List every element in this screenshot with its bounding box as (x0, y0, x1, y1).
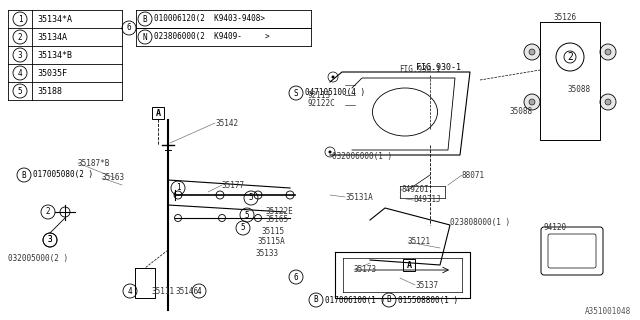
Circle shape (600, 44, 616, 60)
Text: 92122C: 92122C (307, 100, 335, 108)
Circle shape (332, 76, 335, 78)
Text: 1: 1 (176, 183, 180, 193)
Text: B: B (22, 171, 26, 180)
Text: B: B (314, 295, 318, 305)
Text: 35137: 35137 (415, 281, 438, 290)
Circle shape (600, 94, 616, 110)
Text: A: A (156, 108, 161, 117)
Circle shape (218, 214, 225, 221)
Text: 032005000(2 ): 032005000(2 ) (8, 253, 68, 262)
Text: 1: 1 (18, 14, 22, 23)
Text: 35126: 35126 (553, 13, 576, 22)
Text: FIG.930-1: FIG.930-1 (416, 63, 461, 73)
Text: 023808000(1 ): 023808000(1 ) (450, 218, 510, 227)
Bar (403, 259, 415, 271)
Text: 2: 2 (18, 33, 22, 42)
Text: 2: 2 (45, 207, 51, 217)
Text: 88071: 88071 (462, 171, 485, 180)
Text: 032006000(1 ): 032006000(1 ) (332, 153, 392, 162)
Text: 35146: 35146 (176, 287, 199, 297)
Text: 6: 6 (127, 23, 131, 33)
Text: 35133: 35133 (256, 249, 279, 258)
Circle shape (605, 99, 611, 105)
Text: 3: 3 (48, 236, 52, 244)
Circle shape (605, 49, 611, 55)
Text: 35165: 35165 (265, 215, 288, 225)
Text: 35121: 35121 (408, 237, 431, 246)
Circle shape (524, 94, 540, 110)
Text: 5: 5 (241, 223, 245, 233)
Text: 35177: 35177 (222, 180, 245, 189)
Circle shape (286, 191, 294, 199)
Text: 94120: 94120 (543, 223, 566, 233)
Text: 023806000(2  K9409-     >: 023806000(2 K9409- > (154, 33, 269, 42)
Circle shape (529, 99, 535, 105)
Circle shape (254, 191, 262, 199)
Circle shape (175, 214, 182, 221)
Text: 35163: 35163 (102, 173, 125, 182)
Text: 015508800(1 ): 015508800(1 ) (398, 295, 458, 305)
Text: 017006100(1 ): 017006100(1 ) (325, 295, 385, 305)
Circle shape (216, 191, 224, 199)
Text: A351001048: A351001048 (585, 308, 631, 316)
Text: 5: 5 (18, 86, 22, 95)
Text: 4: 4 (128, 286, 132, 295)
Text: 2: 2 (567, 52, 573, 62)
Text: 010006120(2  K9403-9408>: 010006120(2 K9403-9408> (154, 14, 265, 23)
Text: 5: 5 (244, 211, 250, 220)
Text: 35187*B: 35187*B (78, 158, 110, 167)
Text: 6: 6 (294, 273, 298, 282)
Circle shape (524, 44, 540, 60)
Text: B: B (143, 14, 147, 23)
Text: 017005080(2 ): 017005080(2 ) (33, 171, 93, 180)
Text: 35131A: 35131A (345, 193, 372, 202)
Bar (152, 107, 164, 119)
Text: 84931J: 84931J (413, 196, 441, 204)
Text: 35115: 35115 (261, 228, 284, 236)
Text: 35122E: 35122E (265, 206, 292, 215)
Text: A: A (406, 260, 412, 269)
Text: N: N (143, 33, 147, 42)
Text: 35173: 35173 (354, 266, 377, 275)
Text: 5: 5 (249, 194, 253, 203)
Text: 4: 4 (18, 68, 22, 77)
Text: 92113: 92113 (307, 91, 330, 100)
Circle shape (255, 214, 262, 221)
Text: 047105100(4 ): 047105100(4 ) (305, 89, 365, 98)
Circle shape (328, 150, 332, 154)
Text: 35134*A: 35134*A (37, 14, 72, 23)
Text: 4: 4 (196, 286, 202, 295)
Text: 3: 3 (48, 236, 52, 244)
Text: FIG.930-1: FIG.930-1 (399, 66, 440, 75)
Text: B: B (387, 295, 391, 305)
Text: 35088: 35088 (510, 108, 533, 116)
Circle shape (174, 191, 182, 199)
Text: 35142: 35142 (215, 118, 238, 127)
Text: 3: 3 (18, 51, 22, 60)
Text: 35115A: 35115A (258, 237, 285, 246)
Text: 35088: 35088 (567, 85, 590, 94)
Text: 84920I: 84920I (402, 185, 429, 194)
Text: 35134A: 35134A (37, 33, 67, 42)
Text: 35035F: 35035F (37, 68, 67, 77)
Text: 35111: 35111 (152, 287, 175, 297)
Circle shape (529, 49, 535, 55)
Text: S: S (294, 89, 298, 98)
Text: 35134*B: 35134*B (37, 51, 72, 60)
Text: 35188: 35188 (37, 86, 62, 95)
